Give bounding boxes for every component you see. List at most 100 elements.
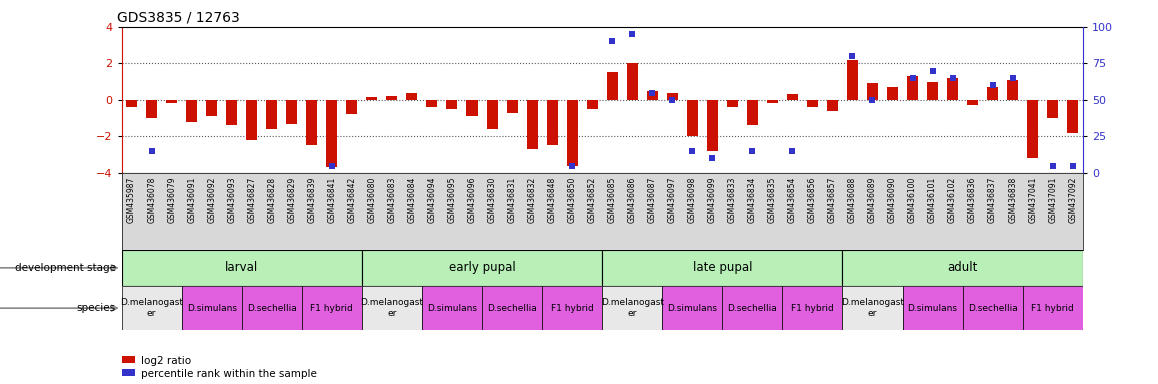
Text: GSM435987: GSM435987 [127,177,137,223]
Text: F1 hybrid: F1 hybrid [310,304,353,313]
Bar [206,100,218,116]
Bar [1068,100,1078,132]
Bar [346,100,358,114]
Bar [706,100,718,151]
Bar [226,100,237,125]
Text: GSM436834: GSM436834 [748,177,757,223]
Bar [902,286,962,330]
Bar [602,250,842,286]
Bar [387,96,397,100]
Text: GSM436857: GSM436857 [828,177,837,223]
Bar [447,100,457,109]
Bar [1027,100,1039,158]
Bar [122,286,182,330]
Bar [846,60,858,100]
Bar [126,100,137,107]
Bar [602,286,662,330]
Text: GSM436827: GSM436827 [248,177,256,223]
Text: GSM436829: GSM436829 [287,177,296,223]
Text: D.sechellia: D.sechellia [488,304,537,313]
Bar [482,286,542,330]
Text: GSM436085: GSM436085 [608,177,617,223]
Text: GSM436079: GSM436079 [167,177,176,223]
Text: GSM436086: GSM436086 [628,177,637,223]
Text: GSM436083: GSM436083 [388,177,396,223]
Text: GSM436836: GSM436836 [968,177,977,223]
Text: D.simulans: D.simulans [667,304,717,313]
Text: F1 hybrid: F1 hybrid [1032,304,1075,313]
Bar [467,100,477,116]
Text: GSM436831: GSM436831 [507,177,516,223]
Text: D.sechellia: D.sechellia [968,304,1018,313]
Bar [247,100,257,140]
Text: GSM436101: GSM436101 [928,177,937,223]
Text: D.melanogast
er: D.melanogast er [120,298,183,318]
Bar [426,100,438,107]
Bar [422,286,482,330]
Bar [1007,80,1018,100]
Text: GSM436098: GSM436098 [688,177,697,223]
Text: GSM436078: GSM436078 [147,177,156,223]
Text: D.sechellia: D.sechellia [727,304,777,313]
Bar [967,100,979,105]
Bar [747,100,757,125]
Text: GSM437091: GSM437091 [1048,177,1057,223]
Text: F1 hybrid: F1 hybrid [551,304,594,313]
Bar [767,100,778,104]
Bar [787,94,798,100]
Bar [723,286,783,330]
Bar [807,100,818,107]
Bar [266,100,277,129]
Text: GSM436089: GSM436089 [868,177,877,223]
Text: D.melanogast
er: D.melanogast er [841,298,904,318]
Bar [827,100,838,111]
Text: D.melanogast
er: D.melanogast er [601,298,664,318]
Text: GSM436842: GSM436842 [347,177,357,223]
Bar [783,286,842,330]
Text: species: species [76,303,116,313]
Bar [667,93,677,100]
Bar [361,286,422,330]
Text: GSM436080: GSM436080 [367,177,376,223]
Text: development stage: development stage [15,263,116,273]
Text: GSM436090: GSM436090 [888,177,897,223]
Text: GSM436837: GSM436837 [988,177,997,223]
Text: late pupal: late pupal [692,262,752,274]
Text: GSM436854: GSM436854 [787,177,797,223]
Text: GSM436848: GSM436848 [548,177,557,223]
Text: early pupal: early pupal [448,262,515,274]
Bar [928,81,938,100]
Bar [182,286,242,330]
Bar [302,286,361,330]
Text: D.sechellia: D.sechellia [247,304,296,313]
Bar [887,87,897,100]
Bar [587,100,598,109]
Text: GSM436833: GSM436833 [728,177,736,223]
Bar [626,63,638,100]
Bar [962,286,1023,330]
Text: GSM436088: GSM436088 [848,177,857,223]
Text: adult: adult [947,262,977,274]
Bar [542,286,602,330]
Bar [242,286,302,330]
Bar [662,286,723,330]
Text: GSM436102: GSM436102 [948,177,957,223]
Bar [286,100,298,124]
Bar [947,78,958,100]
Text: GSM437041: GSM437041 [1028,177,1038,223]
Text: D.simulans: D.simulans [186,304,236,313]
Bar [527,100,537,149]
Text: D.simulans: D.simulans [427,304,477,313]
Text: GDS3835 / 12763: GDS3835 / 12763 [117,10,240,24]
Text: GSM436095: GSM436095 [447,177,456,223]
Bar [727,100,738,107]
Text: larval: larval [225,262,258,274]
Bar [486,100,498,129]
Text: GSM436835: GSM436835 [768,177,777,223]
Bar [646,91,658,100]
Bar [361,250,602,286]
Text: GSM436099: GSM436099 [708,177,717,223]
Text: GSM436850: GSM436850 [567,177,577,223]
Text: D.melanogast
er: D.melanogast er [360,298,424,318]
Bar [842,250,1083,286]
